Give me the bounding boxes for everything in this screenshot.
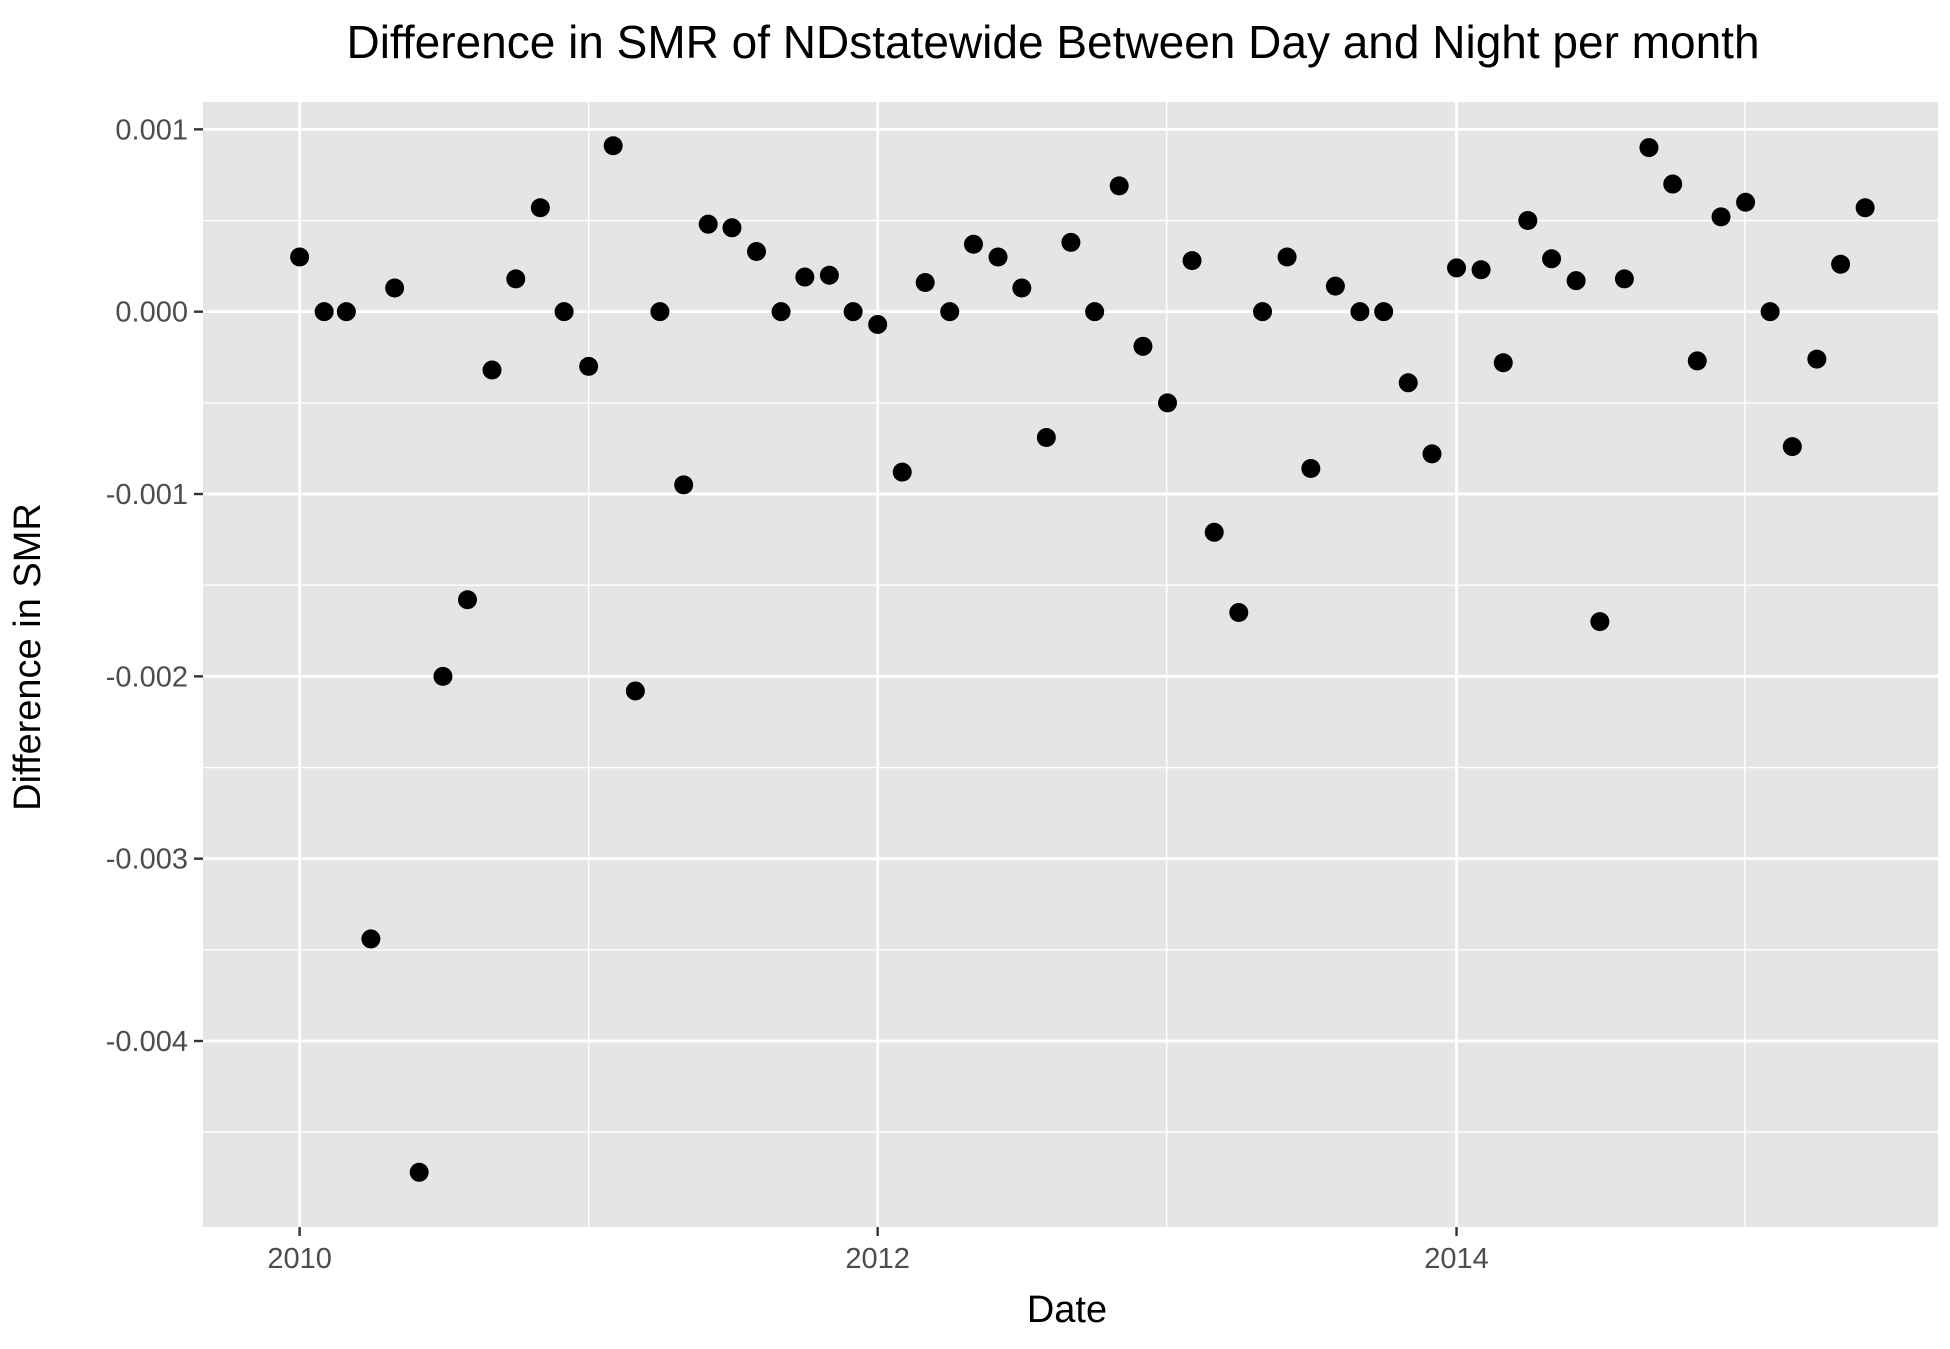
data-point <box>506 269 526 289</box>
x-axis-title: Date <box>1027 1289 1107 1331</box>
data-point <box>1229 603 1249 623</box>
data-point <box>819 265 839 285</box>
data-point <box>1807 349 1827 369</box>
data-point <box>1447 258 1467 278</box>
data-point <box>1133 336 1153 356</box>
data-point <box>361 929 381 949</box>
data-point <box>1760 302 1780 322</box>
data-point <box>625 681 645 701</box>
data-point <box>1398 373 1418 393</box>
data-point <box>1012 278 1032 298</box>
data-point <box>530 198 550 218</box>
data-point <box>1831 254 1851 274</box>
data-point <box>674 475 694 495</box>
data-point <box>314 302 334 322</box>
data-point <box>1036 427 1056 447</box>
data-point <box>1374 302 1394 322</box>
y-tick-label: -0.001 <box>106 479 188 511</box>
data-point <box>1566 271 1586 291</box>
data-point <box>482 360 502 380</box>
data-point <box>1085 302 1105 322</box>
data-point <box>1182 251 1202 271</box>
data-point <box>722 218 742 238</box>
x-tick-label: 2014 <box>1424 1243 1489 1275</box>
data-point <box>1325 276 1345 296</box>
data-point <box>1350 302 1370 322</box>
y-tick-label: -0.004 <box>106 1026 188 1058</box>
data-point <box>843 302 863 322</box>
plot-panel <box>203 102 1938 1227</box>
data-point <box>1253 302 1273 322</box>
data-point <box>1663 174 1683 194</box>
data-point <box>385 278 405 298</box>
data-point <box>698 214 718 234</box>
data-point <box>1639 138 1659 158</box>
data-point <box>963 234 983 254</box>
data-point <box>771 302 791 322</box>
data-point <box>892 462 912 482</box>
y-tick-label: -0.002 <box>106 661 188 693</box>
data-point <box>554 302 574 322</box>
data-point <box>1204 522 1224 542</box>
major-gridlines <box>203 102 1938 1227</box>
minor-gridlines <box>203 102 1938 1227</box>
x-tick-label: 2010 <box>267 1243 332 1275</box>
data-point <box>795 267 815 287</box>
data-point <box>1471 260 1491 280</box>
x-axis: 2010 2012 2014 <box>267 1227 1489 1275</box>
data-point <box>1109 176 1129 196</box>
data-point <box>1782 437 1802 457</box>
data-point <box>433 666 453 686</box>
data-point <box>650 302 670 322</box>
x-tick-label: 2012 <box>845 1243 910 1275</box>
data-point <box>1277 247 1297 267</box>
data-point <box>290 247 310 267</box>
y-tick-label: -0.003 <box>106 844 188 876</box>
data-point <box>1687 351 1707 371</box>
data-point <box>1736 192 1756 212</box>
y-tick-label: 0.000 <box>115 297 188 329</box>
data-point <box>1518 211 1538 231</box>
data-point <box>747 242 767 262</box>
data-point <box>1614 269 1634 289</box>
data-point <box>940 302 960 322</box>
data-point <box>1542 249 1562 269</box>
data-point <box>915 273 935 293</box>
data-point <box>1590 612 1610 632</box>
data-point <box>988 247 1008 267</box>
data-point <box>1493 353 1513 373</box>
data-point <box>457 590 477 610</box>
chart-title: Difference in SMR of NDstatewide Between… <box>346 16 1759 68</box>
data-point <box>868 314 888 334</box>
data-point <box>1855 198 1875 218</box>
y-axis-title: Difference in SMR <box>7 503 49 811</box>
data-point <box>1301 458 1321 478</box>
y-tick-label: 0.001 <box>115 114 188 146</box>
y-axis: 0.001 0.000 -0.001 -0.002 -0.003 -0.004 <box>106 114 203 1058</box>
data-point <box>579 356 599 376</box>
data-point <box>1158 393 1178 413</box>
data-point <box>1422 444 1442 464</box>
data-point <box>1711 207 1731 227</box>
data-point <box>603 136 623 156</box>
data-point <box>409 1162 429 1182</box>
data-points <box>290 136 1875 1182</box>
data-point <box>1061 232 1081 252</box>
data-point <box>336 302 356 322</box>
